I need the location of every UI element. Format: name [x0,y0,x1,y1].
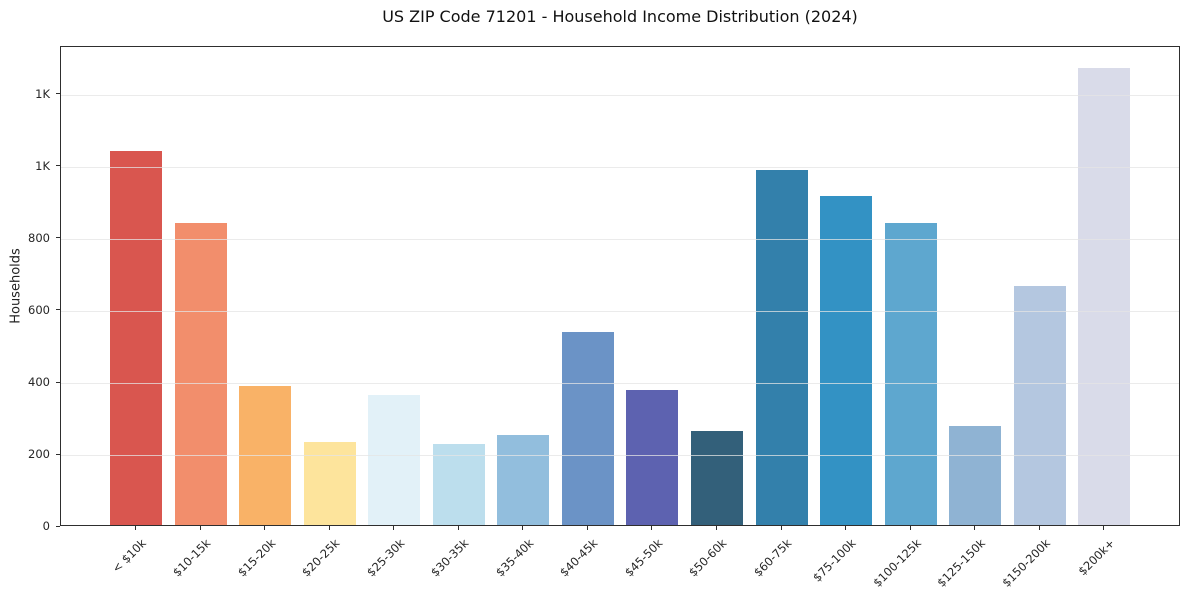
x-tick-mark [522,526,524,530]
x-tick-label-text: $10-15k [170,536,214,580]
y-tick-mark [56,309,60,311]
y-tick-mark [56,93,60,95]
x-tick-mark [199,526,201,530]
gridline [61,383,1179,384]
gridline [61,310,1179,312]
x-tick-label-text: $30-35k [428,536,472,580]
x-tick-mark [845,526,846,530]
y-tick-label: 200 [28,447,50,461]
bar [303,442,356,525]
x-tick-mark [393,526,395,530]
y-tick-label: 600 [28,302,50,317]
gridline [61,455,1179,456]
y-tick-mark [56,165,60,167]
x-tick-mark [715,526,717,530]
x-tick-label-text: < $10k [109,536,149,576]
x-tick-mark [780,526,782,530]
bar [626,390,679,525]
gridline [61,94,1179,96]
x-tick-mark [264,526,266,530]
bar [368,395,421,525]
x-tick-mark [457,526,459,530]
x-tick-label-text: $125-150k [934,536,988,590]
y-tick-label: 1K [35,158,50,173]
y-tick-mark [56,525,60,527]
y-tick-mark [56,381,60,383]
y-tick-label: 800 [28,230,50,245]
bar [1013,285,1066,525]
gridline [61,166,1179,168]
bar [820,195,873,525]
y-tick-mark [56,237,60,239]
bar [561,332,614,525]
y-tick-label: 1K [35,86,50,101]
x-tick-label-text: $50-60k [686,536,730,580]
x-tick-mark [974,526,976,530]
x-tick-label-text: $25-30k [363,536,408,580]
bar [432,444,485,525]
plot-area [60,46,1180,526]
x-tick-label-text: $35-40k [492,536,537,580]
x-tick-mark [586,526,588,530]
x-tick-label-text: $60-75k [750,536,795,580]
bar [884,222,937,525]
bar [497,435,550,525]
bar [174,222,227,525]
y-tick-mark [56,453,60,455]
bar [755,170,808,525]
gridline [61,238,1179,240]
x-tick-label-text: $40-45k [557,536,601,580]
x-tick-label-text: $75-100k [810,536,859,585]
x-tick-label-text: $15-20k [234,536,278,580]
x-tick-mark [1103,526,1105,530]
y-tick-label: 400 [28,375,50,389]
bar [1078,67,1131,525]
x-tick-label-text: $45-50k [621,536,666,580]
y-tick-label: 0 [42,519,50,533]
x-tick-mark [651,526,653,530]
x-tick-mark [135,526,136,530]
x-tick-label-text: $100-125k [869,536,924,590]
bar [690,431,743,525]
chart-title: US ZIP Code 71201 - Household Income Dis… [382,7,858,26]
x-tick-label-text: $200k+ [1075,536,1118,579]
x-tick-mark [1038,526,1040,530]
x-tick-mark [909,526,911,530]
x-tick-label-text: $150-200k [998,536,1053,590]
x-tick-mark [328,526,330,530]
bar [949,426,1002,525]
x-tick-label-text: $20-25k [299,536,343,580]
bar [110,150,162,525]
